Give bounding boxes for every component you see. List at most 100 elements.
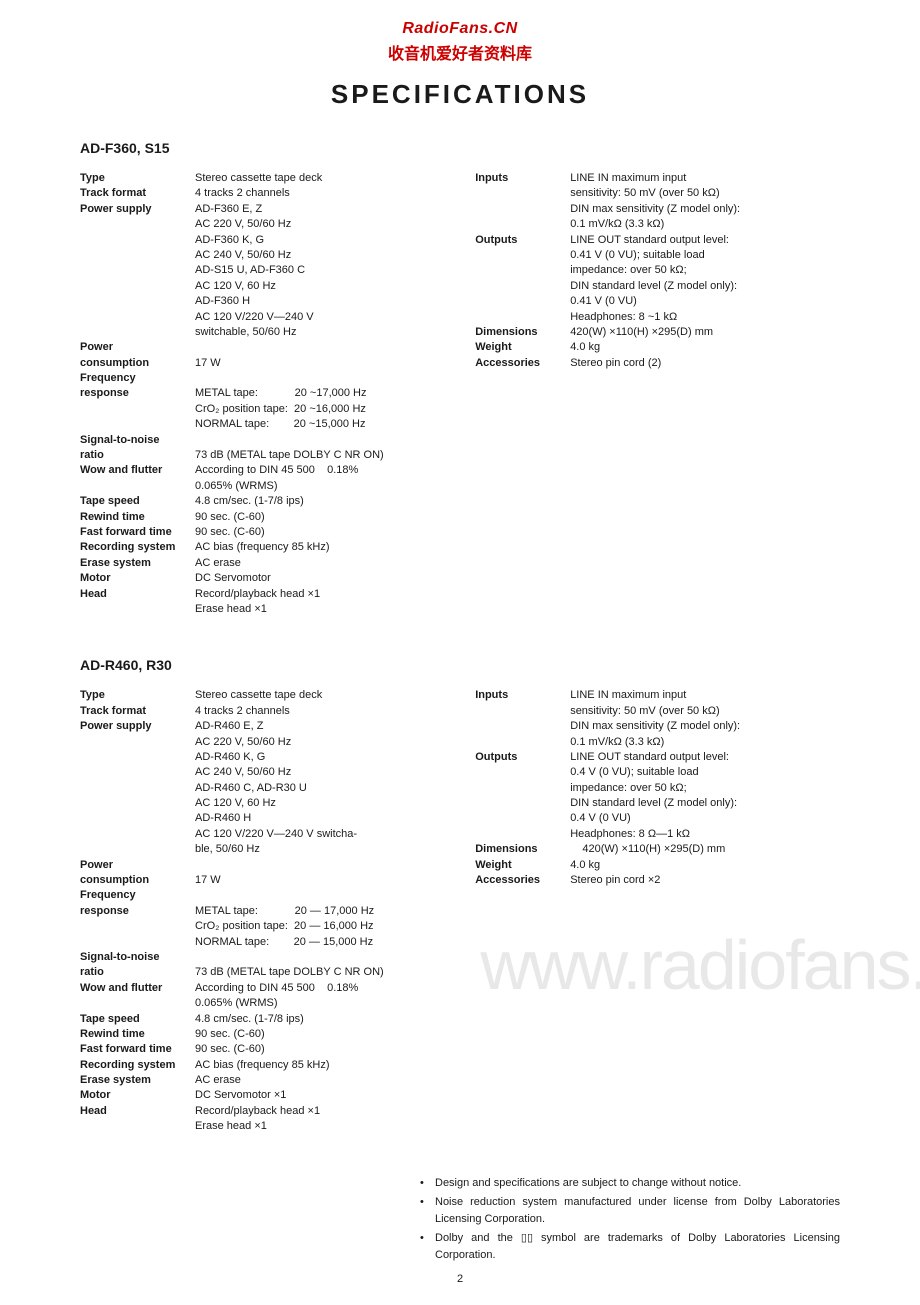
spec-row: 0.4 V (0 VU)	[475, 811, 840, 826]
spec-value: DIN standard level (Z model only):	[570, 279, 840, 294]
spec-value: AC 120 V/220 V—240 V switcha-	[195, 827, 475, 842]
spec-row: Erase head ×1	[80, 1119, 475, 1134]
spec-row: Wow and flutterAccording to DIN 45 500 0…	[80, 981, 475, 996]
spec-row: DIN standard level (Z model only):	[475, 796, 840, 811]
spec-label: Fast forward time	[80, 1042, 195, 1057]
spec-row: Headphones: 8 Ω—1 kΩ	[475, 827, 840, 842]
spec-label	[475, 827, 570, 842]
spec-value: METAL tape: 20 — 17,000 Hz	[195, 904, 475, 919]
spec-value: AC erase	[195, 556, 475, 571]
spec-label	[475, 217, 570, 232]
spec-value: AC 120 V, 60 Hz	[195, 796, 475, 811]
spec-value: sensitivity: 50 mV (over 50 kΩ)	[570, 186, 840, 201]
spec-label	[80, 325, 195, 340]
spec-label	[80, 602, 195, 617]
spec-label: consumption	[80, 356, 195, 371]
spec-label: Rewind time	[80, 1027, 195, 1042]
spec-value: AC erase	[195, 1073, 475, 1088]
spec-label: Wow and flutter	[80, 463, 195, 478]
spec-value: AC 120 V, 60 Hz	[195, 279, 475, 294]
page-number: 2	[457, 1273, 463, 1285]
bullet-icon: •	[420, 1175, 435, 1192]
spec-row: Erase head ×1	[80, 602, 475, 617]
spec-label	[80, 279, 195, 294]
spec-row: AC 220 V, 50/60 Hz	[80, 735, 475, 750]
spec-label	[475, 310, 570, 325]
spec-row: CrO₂ position tape: 20 — 16,000 Hz	[80, 919, 475, 934]
spec-value: 73 dB (METAL tape DOLBY C NR ON)	[195, 448, 475, 463]
spec-row: Power supplyAD-F360 E, Z	[80, 202, 475, 217]
spec-value: 4 tracks 2 channels	[195, 186, 475, 201]
spec-label: Frequency	[80, 888, 195, 903]
spec-value: 0.41 V (0 VU)	[570, 294, 840, 309]
spec-label	[80, 1119, 195, 1134]
spec-row: ratio73 dB (METAL tape DOLBY C NR ON)	[80, 448, 475, 463]
spec-label	[80, 827, 195, 842]
spec-value: NORMAL tape: 20 — 15,000 Hz	[195, 935, 475, 950]
spec-value: 73 dB (METAL tape DOLBY C NR ON)	[195, 965, 475, 980]
spec-value: 4 tracks 2 channels	[195, 704, 475, 719]
note-item: •Design and specifications are subject t…	[420, 1175, 840, 1192]
spec-label: Outputs	[475, 750, 570, 765]
spec-value: CrO₂ position tape: 20 — 16,000 Hz	[195, 919, 475, 934]
spec-value: DC Servomotor	[195, 571, 475, 586]
spec-label: Erase system	[80, 1073, 195, 1088]
spec-label	[80, 935, 195, 950]
spec-label	[80, 750, 195, 765]
spec-row: Track format4 tracks 2 channels	[80, 704, 475, 719]
spec-value: 4.0 kg	[570, 340, 840, 355]
spec-column-right: InputsLINE IN maximum inputsensitivity: …	[475, 688, 840, 1134]
spec-value: sensitivity: 50 mV (over 50 kΩ)	[570, 704, 840, 719]
notes-section: •Design and specifications are subject t…	[420, 1175, 840, 1264]
spec-row: AD-F360 K, G	[80, 233, 475, 248]
spec-row: ratio73 dB (METAL tape DOLBY C NR ON)	[80, 965, 475, 980]
spec-value: 90 sec. (C-60)	[195, 1027, 475, 1042]
spec-label	[475, 735, 570, 750]
spec-row: Frequency	[80, 371, 475, 386]
spec-value: 420(W) ×110(H) ×295(D) mm	[570, 325, 840, 340]
spec-label	[475, 186, 570, 201]
spec-row: Erase systemAC erase	[80, 556, 475, 571]
spec-row: Fast forward time90 sec. (C-60)	[80, 525, 475, 540]
spec-value: Headphones: 8 Ω—1 kΩ	[570, 827, 840, 842]
spec-row: sensitivity: 50 mV (over 50 kΩ)	[475, 704, 840, 719]
spec-value: AC 220 V, 50/60 Hz	[195, 735, 475, 750]
spec-row: Erase systemAC erase	[80, 1073, 475, 1088]
spec-row: AccessoriesStereo pin cord (2)	[475, 356, 840, 371]
spec-row: CrO₂ position tape: 20 ~16,000 Hz	[80, 402, 475, 417]
spec-columns: TypeStereo cassette tape deckTrack forma…	[80, 688, 840, 1134]
spec-row: AC 120 V, 60 Hz	[80, 279, 475, 294]
spec-value: Stereo cassette tape deck	[195, 171, 475, 186]
spec-row: DIN max sensitivity (Z model only):	[475, 719, 840, 734]
spec-label: Dimensions	[475, 325, 570, 340]
spec-column-left: TypeStereo cassette tape deckTrack forma…	[80, 171, 475, 617]
spec-label: ratio	[80, 448, 195, 463]
spec-column-right: InputsLINE IN maximum inputsensitivity: …	[475, 171, 840, 617]
spec-label: Power supply	[80, 719, 195, 734]
spec-label: Motor	[80, 1088, 195, 1103]
spec-value: AD-F360 H	[195, 294, 475, 309]
spec-value: LINE OUT standard output level:	[570, 750, 840, 765]
spec-value: DIN max sensitivity (Z model only):	[570, 719, 840, 734]
spec-label: Power	[80, 858, 195, 873]
spec-label: Head	[80, 587, 195, 602]
note-text: Dolby and the ▯▯ symbol are trademarks o…	[435, 1230, 840, 1263]
spec-value: 0.065% (WRMS)	[195, 479, 475, 494]
spec-row: 0.41 V (0 VU)	[475, 294, 840, 309]
spec-value	[195, 950, 475, 965]
spec-value: Erase head ×1	[195, 1119, 475, 1134]
spec-row: HeadRecord/playback head ×1	[80, 587, 475, 602]
spec-label	[80, 919, 195, 934]
spec-row: InputsLINE IN maximum input	[475, 171, 840, 186]
spec-row: AccessoriesStereo pin cord ×2	[475, 873, 840, 888]
page-content: RadioFans.CN 收音机爱好者资料库 SPECIFICATIONS AD…	[0, 0, 920, 1296]
spec-value: AC 240 V, 50/60 Hz	[195, 765, 475, 780]
spec-row: AD-S15 U, AD-F360 C	[80, 263, 475, 278]
spec-row: AD-F360 H	[80, 294, 475, 309]
spec-row: Tape speed4.8 cm/sec. (1-7/8 ips)	[80, 494, 475, 509]
spec-label: Inputs	[475, 688, 570, 703]
spec-row: AD-R460 H	[80, 811, 475, 826]
spec-row: Signal-to-noise	[80, 950, 475, 965]
spec-row: Dimensions 420(W) ×110(H) ×295(D) mm	[475, 842, 840, 857]
spec-value: 4.0 kg	[570, 858, 840, 873]
